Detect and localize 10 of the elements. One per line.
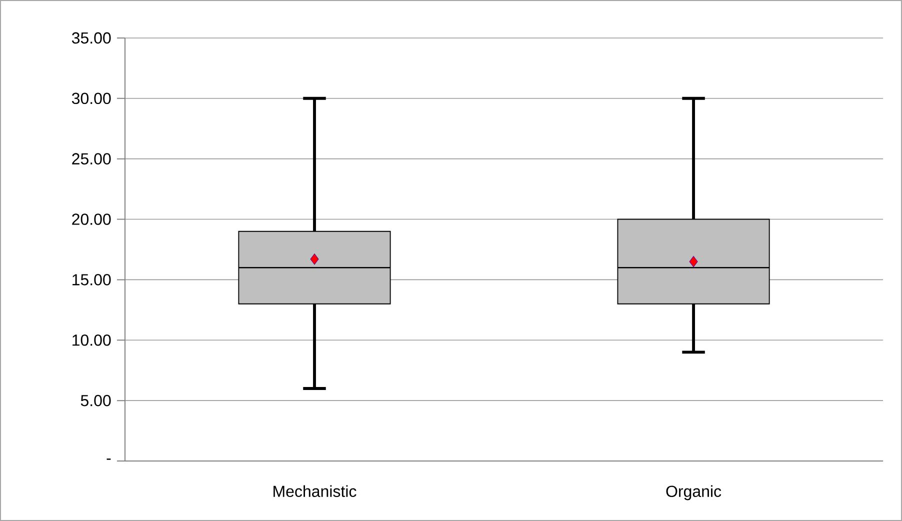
y-tick-label: 15.00 [72,274,111,286]
y-tick-label: 30.00 [72,92,111,104]
y-tick-label: 25.00 [72,153,111,165]
y-tick-label: 5.00 [80,394,111,406]
x-tick-label: Organic [666,485,722,500]
y-tick-label: 35.00 [72,32,111,44]
y-tick-label: 10.00 [72,334,111,346]
x-tick-label: Mechanistic [274,485,356,498]
y-tick-label: 20.00 [72,214,111,225]
y-tick-label: - [106,458,111,460]
